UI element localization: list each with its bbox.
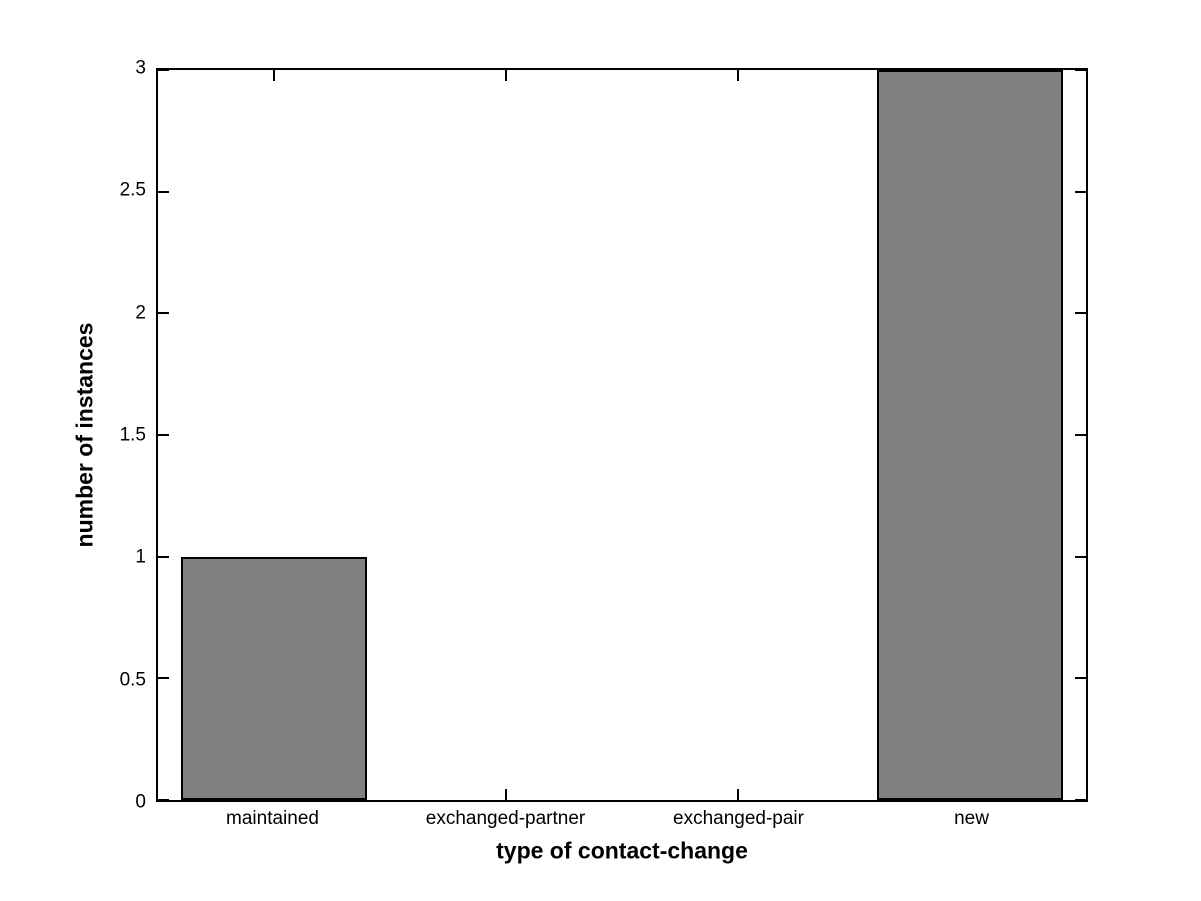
x-tick-label-new: new: [954, 808, 989, 829]
x-axis-tick-labels: maintained exchanged-partner exchanged-pai…: [156, 808, 1088, 836]
y-tick-left: [158, 555, 169, 558]
y-tick-right: [1075, 69, 1086, 71]
x-axis-title: type of contact-change: [496, 837, 748, 864]
x-tick-bottom: [737, 789, 739, 800]
y-tick-label: 1: [135, 546, 146, 568]
x-tick-top: [737, 70, 739, 81]
y-tick-left: [158, 434, 169, 436]
plot-area: [156, 68, 1088, 802]
y-tick-right: [1075, 677, 1086, 680]
y-tick-label: 0.5: [119, 669, 146, 691]
x-tick-label-exchanged-partner: exchanged-partner: [425, 808, 586, 829]
y-tick-right: [1075, 434, 1086, 436]
x-tick-label-maintained: maintained: [226, 808, 319, 829]
y-tick-label: 0: [135, 791, 146, 813]
y-tick-left: [158, 799, 169, 801]
y-tick-right: [1075, 312, 1086, 315]
y-axis-tick-labels: 0 0.5 1 1.5 2 2.5 3: [0, 59, 146, 812]
y-tick-right: [1075, 799, 1086, 801]
y-tick-left: [158, 677, 169, 680]
y-tick-label: 2: [135, 302, 146, 324]
y-tick-right: [1075, 190, 1086, 193]
y-tick-right: [1075, 555, 1086, 558]
x-tick-top: [273, 70, 275, 81]
y-tick-label: 2.5: [119, 179, 146, 201]
y-tick-label: 3: [135, 57, 146, 79]
x-tick-bottom: [505, 789, 507, 800]
bar-new: [877, 70, 1063, 800]
x-tick-top: [505, 70, 507, 81]
y-axis-title: number of instances: [71, 322, 98, 548]
x-tick-label-exchanged-pair: exchanged-pair: [673, 808, 804, 829]
y-tick-left: [158, 69, 169, 71]
y-tick-left: [158, 190, 169, 193]
bar-maintained: [181, 556, 367, 800]
y-tick-label: 1.5: [119, 424, 146, 446]
y-tick-left: [158, 312, 169, 315]
